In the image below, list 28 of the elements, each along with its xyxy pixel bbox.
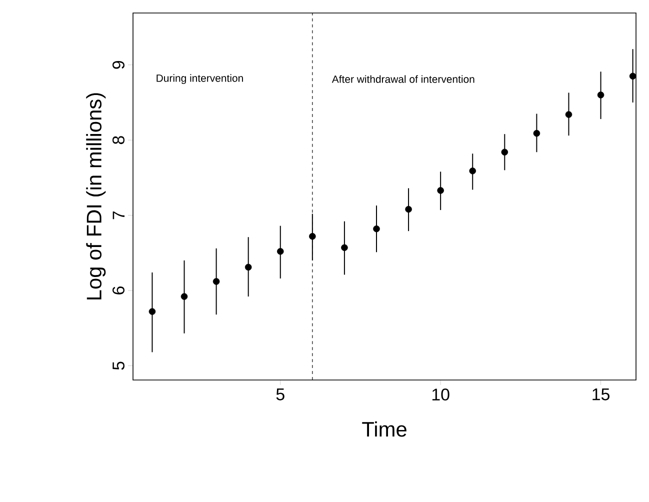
point (148, 308, 156, 315)
point (341, 244, 348, 252)
point (437, 187, 444, 194)
y-axis-title: Log of FDI (in millions) (86, 93, 106, 300)
point (212, 278, 220, 285)
point (276, 248, 284, 255)
point (565, 111, 572, 118)
x-tick-label: 10 (432, 388, 450, 401)
annotation: During intervention (156, 74, 243, 84)
point (597, 92, 604, 98)
point (180, 293, 188, 300)
point (309, 232, 316, 240)
point (629, 72, 636, 80)
point (405, 206, 412, 213)
x-tick-label: 5 (276, 388, 284, 400)
y-tick-label: 7 (112, 211, 124, 220)
x-axis-title: Time (362, 421, 406, 437)
annotation: After withdrawal of intervention (332, 75, 474, 83)
point (501, 148, 508, 156)
y-tick-label: 8 (112, 136, 124, 144)
y-tick-label: 5 (112, 362, 124, 370)
point (373, 225, 380, 232)
x-tick-label: 15 (592, 388, 610, 400)
y-tick-label: 9 (112, 60, 124, 69)
point (244, 264, 252, 271)
point (533, 130, 540, 137)
point (469, 168, 476, 174)
y-tick-label: 6 (112, 286, 124, 294)
